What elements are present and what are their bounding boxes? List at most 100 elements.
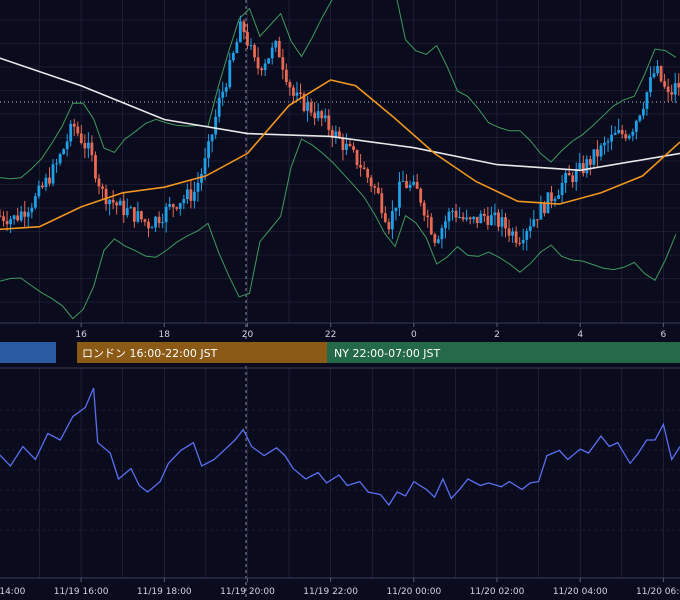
candle-body <box>256 57 260 69</box>
price-x-tick-label: 22 <box>325 330 336 340</box>
candle-body <box>19 211 23 221</box>
session-ny-label: NY 22:00-07:00 JST <box>334 347 441 360</box>
candle-body <box>200 173 203 183</box>
candle-body <box>638 115 642 121</box>
candle-body <box>58 154 62 164</box>
candle-body <box>30 207 34 213</box>
candle-body <box>143 219 147 222</box>
candle-body <box>359 165 362 168</box>
candle-body <box>295 92 299 96</box>
candle-body <box>599 145 603 157</box>
candle-body <box>468 217 472 220</box>
candle-body <box>62 149 66 155</box>
candle-body <box>51 164 55 184</box>
candle-body <box>330 129 334 138</box>
candle-body <box>168 204 172 207</box>
candle-body <box>564 172 568 183</box>
candle-body <box>373 186 377 188</box>
session-ny-band[interactable] <box>327 342 680 363</box>
candle-body <box>606 141 610 143</box>
candle-body <box>369 177 373 187</box>
candle-body <box>231 53 235 61</box>
candle-body <box>659 66 663 82</box>
candle-body <box>398 181 401 208</box>
candle-body <box>415 181 419 189</box>
candle-body <box>221 91 225 98</box>
candle-body <box>472 216 476 220</box>
candle-body <box>627 135 631 139</box>
candle-body <box>642 108 645 116</box>
candle-body <box>178 203 182 209</box>
candle-body <box>486 215 490 225</box>
session-tokyo-band[interactable] <box>0 342 56 363</box>
candle-body <box>79 133 83 144</box>
candle-body <box>419 188 423 203</box>
candle-body <box>426 215 430 218</box>
price-x-tick-label: 4 <box>577 330 583 340</box>
candle-body <box>203 158 207 174</box>
candle-body <box>260 68 264 71</box>
candle-body <box>16 215 20 221</box>
candle-body <box>270 47 274 59</box>
candle-body <box>86 142 90 149</box>
candle-body <box>571 175 575 183</box>
price-x-tick-label: 0 <box>411 330 417 340</box>
candle-body <box>631 131 635 136</box>
candle-body <box>620 130 624 135</box>
oscillator-panel[interactable] <box>0 367 680 578</box>
candle-body <box>140 211 143 220</box>
candle-body <box>634 120 638 132</box>
candle-body <box>596 149 599 157</box>
candle-body <box>299 92 302 94</box>
candle-body <box>677 83 680 88</box>
candle-body <box>37 185 41 197</box>
candle-body <box>444 221 447 229</box>
candle-body <box>543 202 546 214</box>
candle-body <box>465 217 469 220</box>
candle-body <box>479 213 483 224</box>
session-london-label: ロンドン 16:00-22:00 JST <box>82 347 218 360</box>
candle-body <box>412 181 416 185</box>
candle-body <box>380 193 384 214</box>
bollinger-lower-band <box>0 138 677 320</box>
candle-body <box>497 212 500 227</box>
candle-body <box>673 83 677 95</box>
candle-body <box>656 66 659 74</box>
candle-body <box>246 31 249 46</box>
candle-body <box>521 239 525 244</box>
candle-body <box>309 102 313 113</box>
candle-body <box>302 93 306 111</box>
candle-body <box>429 217 433 235</box>
candle-body <box>207 141 210 159</box>
candle-body <box>65 141 69 150</box>
candle-body <box>2 216 5 221</box>
candle-body <box>649 77 652 93</box>
oscillator-grid <box>0 368 680 578</box>
candle-body <box>489 215 493 225</box>
candle-body <box>670 92 674 95</box>
candle-body <box>288 82 292 88</box>
candle-body <box>242 21 246 32</box>
candle-body <box>306 102 309 111</box>
session-bar: ロンドン 16:00-22:00 JST NY 22:00-07:00 JST <box>0 342 680 363</box>
candle-body <box>355 149 359 166</box>
bollinger-bands <box>0 0 677 320</box>
candle-body <box>115 202 119 206</box>
candle-body <box>196 182 200 192</box>
candlestick-series <box>0 15 680 251</box>
candle-body <box>408 184 412 188</box>
candle-body <box>458 216 461 218</box>
candle-body <box>274 41 278 48</box>
candle-body <box>277 41 281 58</box>
session-london-band[interactable] <box>77 342 327 363</box>
candle-body <box>500 217 504 227</box>
candle-body <box>422 202 426 216</box>
candle-body <box>9 219 13 225</box>
candle-body <box>376 187 380 194</box>
candle-body <box>72 123 76 127</box>
time-x-tick-label: 11/19 14:00 <box>0 587 26 597</box>
candle-body <box>214 116 218 135</box>
candle-body <box>666 86 670 93</box>
